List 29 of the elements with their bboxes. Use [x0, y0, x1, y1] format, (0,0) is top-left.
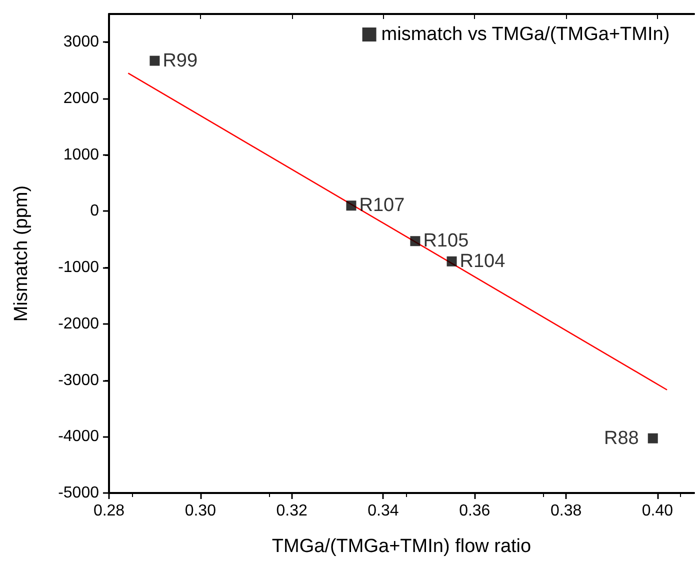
x-tick-label: 0.28: [93, 502, 125, 520]
legend-label: mismatch vs TMGa/(TMGa+TMIn): [381, 24, 670, 45]
point: [410, 236, 420, 246]
point: [150, 56, 160, 66]
annotation: R88: [604, 428, 639, 449]
y-tick-label: 0: [90, 202, 100, 220]
point: [446, 256, 457, 266]
x-tick-label: 0.30: [184, 502, 216, 520]
y-tick-label: 2000: [63, 90, 100, 108]
x-tick-label: 0.32: [276, 502, 308, 520]
annotation: R105: [423, 230, 469, 252]
x-tick-label: 0.38: [550, 502, 582, 520]
annotation: R107: [359, 195, 405, 216]
point: [648, 433, 658, 444]
x-tick-label: 0.40: [642, 502, 674, 520]
y-tick-label: -4000: [58, 428, 100, 446]
y-tick-label: -2000: [58, 315, 100, 332]
x-tick-label: 0.34: [368, 502, 399, 520]
y-tick-label: 1000: [63, 146, 100, 164]
x-tick-label: 0.36: [459, 502, 490, 520]
y-tick-label: 3000: [63, 34, 100, 51]
y-tick-label: -3000: [58, 372, 100, 389]
point: [346, 200, 356, 211]
annotation: R104: [460, 250, 506, 272]
x-axis-title: TMGa/(TMGa+TMIn) flow ratio: [272, 536, 532, 557]
y-tick-label: -1000: [58, 259, 100, 276]
y-axis-title: Mismatch (ppm): [11, 185, 32, 322]
y-tick-label: -5000: [58, 484, 100, 502]
annotation: R99: [162, 50, 198, 72]
